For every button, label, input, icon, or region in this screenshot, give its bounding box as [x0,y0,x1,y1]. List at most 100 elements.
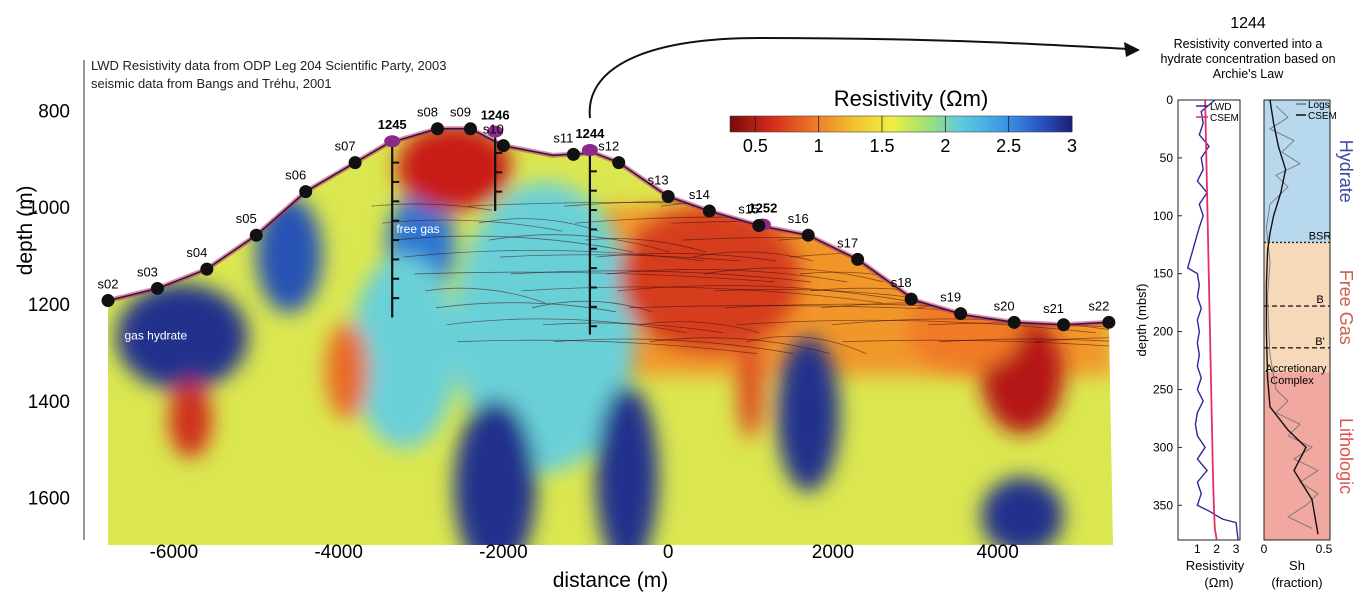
colorbar-ramp [729,115,1073,133]
seismic-reflector [1035,337,1113,355]
station-s15 [752,219,766,233]
seismic-reflector [542,322,724,334]
station-label: s07 [335,139,356,154]
inset-site-title: 1244 [1230,15,1266,32]
seismic-reflector [885,254,1113,262]
seismic-reflector [1067,236,1113,253]
drill-site-label: 1245 [378,117,407,132]
resistivity-series-lwd [1186,99,1239,541]
station-s12 [612,156,626,170]
inset-left-x-tick-label: 1 [1194,542,1201,556]
colorbar: Resistivity (Ωm) 0.5 1 1.5 2 2.5 3 [729,86,1077,156]
y-axis-label: depth (m) [14,185,37,275]
heatmap-blob [351,254,459,449]
seismic-reflector [842,339,1113,355]
station-s11 [566,147,580,161]
station-label: s05 [236,211,257,226]
colorbar-tick-label: 3 [1067,136,1077,156]
y-tick-label: 1000 [28,198,70,219]
inset-y-tick-label: 50 [1160,151,1174,165]
station-s21 [1057,318,1071,332]
station-label: s18 [891,275,912,290]
inset-left-x-tick-label: 3 [1233,542,1240,556]
heatmap-blob [116,283,249,391]
drill-site-label: 1246 [481,108,510,123]
source-note-1: LWD Resistivity data from ODP Leg 204 Sc… [91,58,447,73]
saturation-series-csem [1265,99,1319,535]
section-axes: 800 1000 1200 1400 1600 -6000 -4000 -2000 0 2000 4… [14,101,1019,592]
inset-title: Resistivity converted into a hydrate conc… [1160,37,1335,81]
station-label: s11 [553,130,573,145]
seismic-reflector [596,252,777,262]
inset-title-line: Resistivity converted into a [1174,37,1323,51]
horizon-label: B' [1315,336,1324,348]
station-s03 [150,281,164,295]
heatmap-blob [981,477,1064,545]
zone-label: Hydrate [1336,140,1356,203]
inset-legend-label: Logs [1308,100,1330,111]
seismic-reflector [949,200,1113,211]
saturation-series-logs [1265,105,1319,529]
seismic-reflector [746,335,867,355]
inset-left-x-label: Resistivity [1186,558,1245,573]
heatmap-blob [256,196,323,313]
seismic-reflector [489,234,670,253]
site-1244-inset-chart: 1244 Resistivity converted into a hydrate … [1134,15,1356,590]
drill-site-label: 1252 [748,201,777,216]
seismic-reflector [425,287,546,304]
seismic-reflector [939,338,1113,355]
zone-label: Free Gas [1336,270,1356,345]
seismic-reflector [478,218,599,232]
station-label: s15 [738,202,759,217]
y-tick-label: 1200 [28,295,70,316]
heatmap-blob [776,336,840,492]
resistivity-heatmap [108,128,1113,545]
zone-band [1264,242,1330,373]
colorbar-tick-label: 2.5 [996,136,1021,156]
zone-band [1264,372,1330,540]
inset-y-tick-label: 150 [1153,267,1173,281]
heatmap-blob [737,341,764,439]
station-s14 [702,204,716,218]
seismic-reflector [649,337,831,355]
heatmap-blob [168,380,212,458]
inset-y-tick-label: 100 [1153,209,1173,223]
callout-arrowhead [1124,42,1140,57]
station-s06 [299,185,313,199]
horizon-label: B [1316,294,1323,306]
station-label: s17 [837,235,858,250]
station-s20 [1007,315,1021,329]
station-s22 [1102,315,1116,329]
section-annotation: gas hydrate [124,328,187,342]
station-label: s03 [137,264,158,279]
seismic-reflector [971,238,1113,253]
seismic-reflector [553,338,794,355]
seismic-reflector [992,269,1113,283]
station-s18 [904,292,918,306]
seismic-reflector [414,271,775,283]
inset-legend-label: CSEM [1308,111,1337,122]
boundary-label: Complex [1270,375,1314,387]
y-tick-label: 1400 [28,392,70,413]
colorbar-tick-label: 1 [814,136,824,156]
inset-right-x-tick-label: 0.5 [1316,542,1333,556]
station-label: s06 [285,168,306,183]
x-tick-label: 4000 [977,542,1019,563]
station-s09 [463,122,477,136]
heatmap-blob [453,399,537,545]
colorbar-tick-label: 1.5 [869,136,894,156]
x-tick-label: -6000 [150,542,199,563]
station-s05 [249,228,263,242]
zone-label: Lithologic [1336,418,1356,494]
station-s17 [851,252,865,266]
x-tick-label: -4000 [314,542,363,563]
source-note-2: seismic data from Bangs and Tréhu, 2001 [91,76,332,91]
heatmap-blob [595,385,659,545]
inset-title-line: Archie's Law [1213,67,1284,81]
drill-site-marker-1244 [581,143,598,156]
station-label: s02 [98,277,119,292]
seismic-reflector [446,318,687,334]
inset-y-tick-label: 350 [1153,498,1173,512]
seismic-reflector [510,270,811,283]
